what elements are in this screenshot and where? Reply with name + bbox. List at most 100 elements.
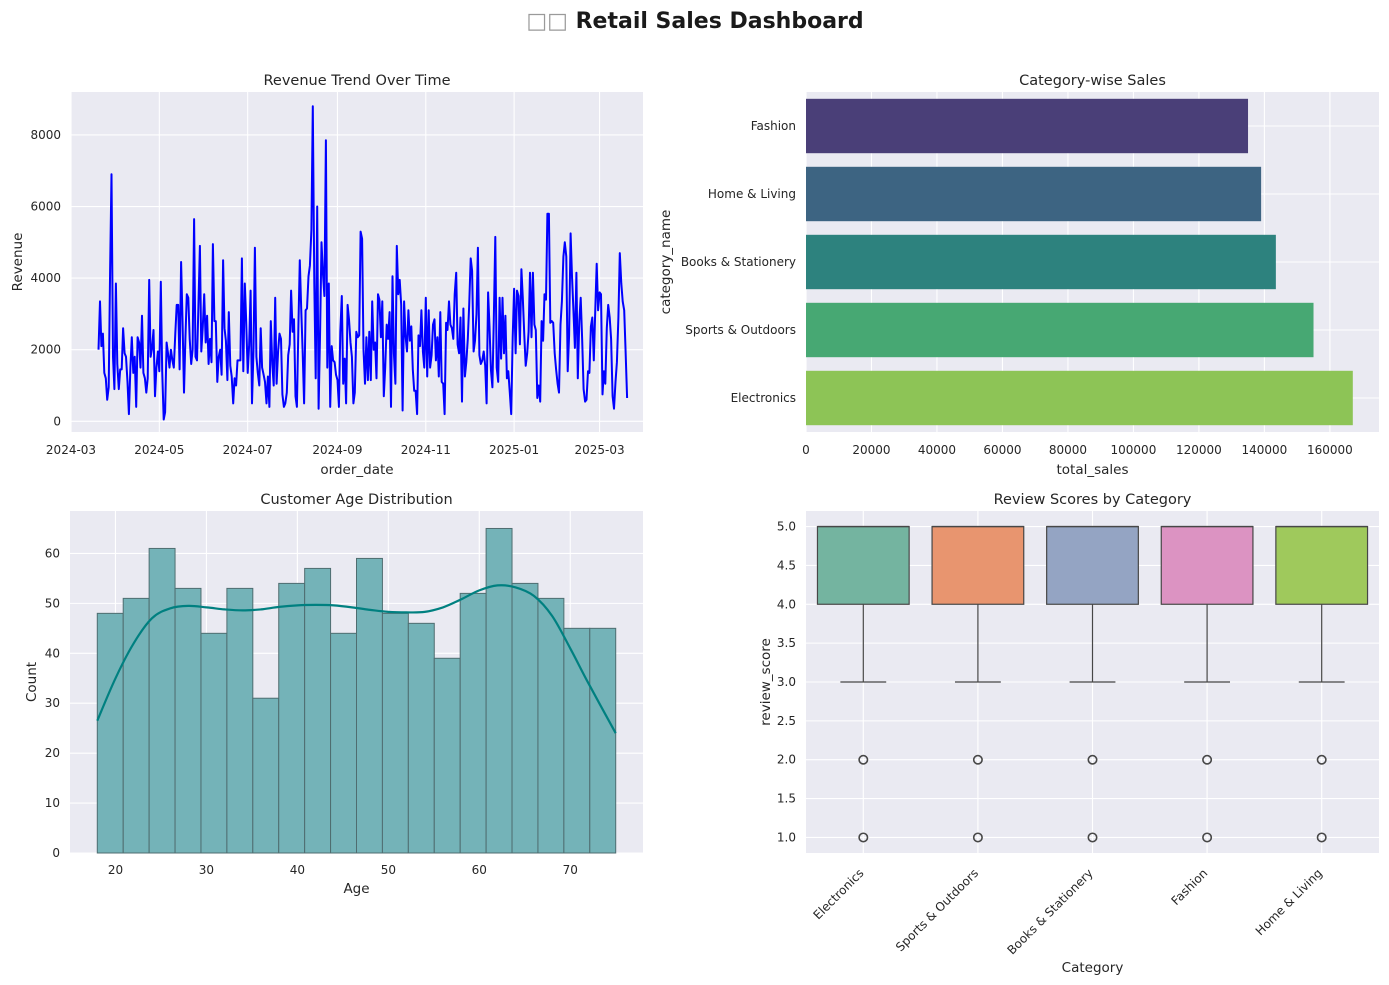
histogram-bar [304,567,332,854]
histogram-bar [563,627,591,854]
y-tick-label: 4000 [30,271,61,285]
outlier-point [1087,832,1098,843]
x-tick-label: Home & Living [1253,866,1325,938]
y-tick-label: 4.0 [777,597,796,611]
y-axis-label: review_score [758,638,774,726]
x-tick-label: 30 [199,863,214,877]
histogram-bar [537,597,565,854]
x-tick-label: 70 [563,863,578,877]
x-tick-label: 40 [290,863,305,877]
x-tick-label: 2024-05 [134,443,184,457]
y-tick-label: 0 [53,414,61,428]
box-sports-outdoors [931,525,1025,605]
bar-electronics [806,370,1353,426]
x-tick-label: 20 [108,863,123,877]
y-tick-label: Electronics [731,391,796,405]
y-tick-label: 50 [45,596,60,610]
y-tick-label: 0 [52,846,60,860]
y-tick-label: 1.0 [777,830,796,844]
y-tick-label: 2.5 [777,714,796,728]
x-tick-label: Books & Stationery [1004,866,1095,957]
x-axis-label: Category [1062,960,1124,976]
x-tick-label: 140000 [1241,443,1287,457]
outlier-point [858,754,869,765]
box-home-living [1275,525,1369,605]
x-tick-label: 100000 [1111,443,1157,457]
kde-curve [96,584,617,734]
x-tick-label: 0 [802,443,810,457]
x-tick-label: Electronics [810,866,866,922]
histogram-bar [226,587,254,854]
dashboard-title: □□ Retail Sales Dashboard [526,9,863,34]
y-axis-label: Count [24,662,40,702]
bar-sports-outdoors [806,302,1314,358]
outlier-point [1202,832,1213,843]
x-tick-label: 2024-11 [401,443,451,457]
outlier-point [1202,754,1213,765]
y-tick-label: 4.5 [777,558,796,572]
histogram-bar [433,657,461,854]
x-tick-label: 20000 [852,443,890,457]
box-electronics [816,525,910,605]
x-tick-label: Sports & Outdoors [893,866,981,954]
y-axis-label: category_name [658,210,674,315]
histogram-bar [485,527,513,854]
histogram-bar [96,612,124,854]
bar-fashion [806,98,1249,154]
x-tick-label: 40000 [918,443,956,457]
y-tick-label: 3.5 [777,636,796,650]
outlier-point [858,832,869,843]
y-tick-label: 6000 [30,200,61,214]
y-tick-label: Fashion [751,119,796,133]
revenue-trend-chart: 2024-03 2024-05 2024-07 2024-09 2024-11 2025-… [10,73,643,478]
outlier-point [972,754,983,765]
x-tick-label: 2025-01 [489,443,539,457]
bar-books-stationery [806,234,1276,290]
outlier-point [1316,832,1327,843]
category-sales-chart: 0 20000 40000 60000 80000 100000 120000 140000 1… [658,73,1379,478]
chart-title: Revenue Trend Over Time [263,73,450,89]
box-books-stationery [1046,525,1139,605]
x-tick-label: 50 [381,863,396,877]
histogram-bar [148,547,176,854]
title-icon: □□ [526,9,568,34]
revenue-line [97,105,629,421]
x-axis-label: total_sales [1056,462,1128,478]
y-tick-label: Home & Living [708,187,796,201]
histogram-bar [459,592,487,854]
x-tick-label: 2025-03 [574,443,624,457]
y-tick-label: 60 [45,546,60,560]
histogram-bar [200,632,228,854]
x-tick-label: 2024-07 [223,443,273,457]
x-axis-label: order_date [320,462,393,478]
bar-home-living [806,166,1262,222]
chart-title: Category-wise Sales [1019,73,1166,89]
outlier-point [1316,754,1327,765]
x-tick-label: 60 [472,863,487,877]
histogram-bar [174,587,202,854]
outlier-point [972,832,983,843]
histogram-bar [330,632,358,854]
x-tick-label: 2024-03 [46,443,96,457]
histogram-bar [381,612,409,854]
y-axis-label: Revenue [10,233,26,292]
y-tick-label: 20 [45,746,60,760]
histogram-bar [356,557,383,854]
y-tick-label: Books & Stationery [681,255,796,269]
x-tick-label: 120000 [1176,443,1222,457]
y-tick-label: 5.0 [777,520,796,534]
y-tick-label: 3.0 [777,675,796,689]
y-tick-label: 30 [45,696,60,710]
title-text: Retail Sales Dashboard [576,9,864,34]
x-tick-label: 160000 [1307,443,1353,457]
x-tick-label: 80000 [1049,443,1087,457]
histogram-bar [589,627,617,854]
y-tick-label: 1.5 [777,792,796,806]
histogram-bar [407,622,435,854]
x-tick-label: Fashion [1168,866,1210,908]
x-tick-label: 60000 [983,443,1021,457]
histogram-bar [122,597,150,854]
y-tick-label: 2000 [30,343,61,357]
outlier-point [1087,754,1098,765]
